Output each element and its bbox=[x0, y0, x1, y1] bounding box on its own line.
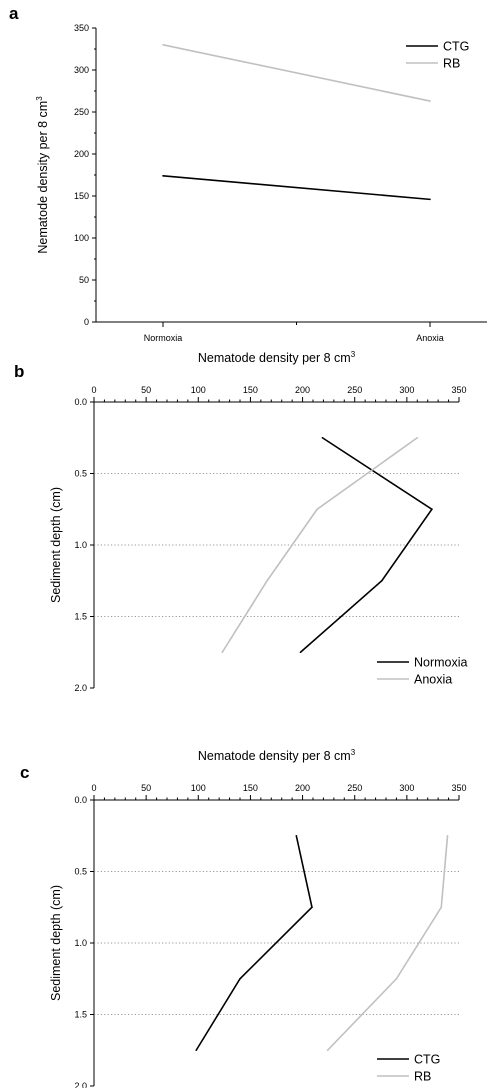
x-axis-label: Nematode density per 8 cm3 bbox=[198, 350, 356, 365]
data-point bbox=[316, 508, 318, 511]
data-point bbox=[395, 977, 398, 980]
y-tick-label: 0.5 bbox=[74, 469, 87, 479]
series-line-ctg bbox=[195, 835, 313, 1051]
x-axis-label: Nematode density per 8 cm3 bbox=[198, 748, 356, 763]
legend-label: CTG bbox=[443, 40, 469, 54]
x-tick-label: 50 bbox=[141, 783, 151, 793]
y-axis-label: Nematode density per 8 cm3 bbox=[35, 96, 50, 254]
data-point bbox=[239, 977, 241, 980]
y-tick-label: 200 bbox=[74, 149, 89, 159]
panel-letter-b: b bbox=[14, 362, 24, 381]
x-tick-label: 50 bbox=[141, 385, 151, 395]
axis-label-superscript: 3 bbox=[351, 748, 356, 757]
panel-letter-a: a bbox=[9, 4, 19, 23]
y-tick-label: 1.5 bbox=[74, 1010, 87, 1020]
x-tick-label: 0 bbox=[91, 385, 96, 395]
y-tick-label: 350 bbox=[74, 23, 89, 33]
axis-label-text: Nematode density per 8 cm bbox=[36, 101, 50, 254]
x-tick-label: 100 bbox=[191, 783, 206, 793]
y-tick-label: 150 bbox=[74, 191, 89, 201]
x-tick-label: 0 bbox=[91, 783, 96, 793]
y-tick-label: 1.0 bbox=[74, 540, 87, 550]
y-tick-label: 2.0 bbox=[74, 1081, 87, 1088]
x-tick-label: 100 bbox=[191, 385, 206, 395]
y-axis-label: Sediment depth (cm) bbox=[49, 487, 63, 603]
legend-label: Anoxia bbox=[414, 673, 452, 687]
y-tick-label: 100 bbox=[74, 233, 89, 243]
x-tick-label: 200 bbox=[295, 385, 310, 395]
x-tick-label: 150 bbox=[243, 385, 258, 395]
data-point bbox=[221, 651, 224, 654]
legend-label: RB bbox=[443, 57, 460, 71]
data-point bbox=[162, 175, 164, 177]
series-line-rb bbox=[327, 835, 449, 1051]
x-category-label: Anoxia bbox=[416, 333, 444, 343]
chart-panel-b: b Nematode density per 8 cm3 Sediment dept… bbox=[14, 350, 468, 693]
axis-label-superscript: 3 bbox=[35, 96, 44, 101]
x-tick-label: 350 bbox=[451, 385, 466, 395]
chart-panel-a: a 0 50 100 150 200 250 300 350 Normoxia Anoxia Nema… bbox=[9, 4, 487, 343]
x-tick-label: 250 bbox=[347, 385, 362, 395]
series-line-anoxia bbox=[221, 437, 418, 653]
x-tick-label: 250 bbox=[347, 783, 362, 793]
x-tick-label: 300 bbox=[399, 385, 414, 395]
data-point bbox=[299, 651, 302, 654]
y-tick-label: 0.0 bbox=[74, 795, 87, 805]
y-tick-label: 250 bbox=[74, 107, 89, 117]
y-tick-label: 1.0 bbox=[74, 938, 87, 948]
data-point bbox=[429, 198, 431, 201]
data-point bbox=[440, 906, 443, 909]
series-line-ctg bbox=[162, 175, 431, 201]
y-axis-label: Sediment depth (cm) bbox=[49, 885, 63, 1001]
axis-label-superscript: 3 bbox=[351, 350, 356, 359]
legend-label: RB bbox=[414, 1070, 431, 1084]
y-tick-label: 0.5 bbox=[74, 867, 87, 877]
series-line-rb bbox=[162, 44, 431, 102]
y-tick-label: 0.0 bbox=[74, 397, 87, 407]
data-point bbox=[416, 436, 419, 439]
data-point bbox=[381, 579, 383, 582]
data-point bbox=[321, 436, 324, 439]
data-point bbox=[431, 508, 433, 511]
chart-panel-c: c Nematode density per 8 cm3 Sediment dept… bbox=[20, 748, 467, 1088]
y-tick-label: 300 bbox=[74, 65, 89, 75]
series-line-normoxia bbox=[299, 437, 434, 653]
data-point bbox=[446, 834, 449, 837]
y-tick-label: 50 bbox=[79, 275, 89, 285]
data-point bbox=[326, 1049, 329, 1052]
axis-label-text: Nematode density per 8 cm bbox=[198, 749, 351, 763]
data-point bbox=[195, 1049, 197, 1052]
legend-label: Normoxia bbox=[414, 656, 468, 670]
axis-label-text: Nematode density per 8 cm bbox=[198, 351, 351, 365]
legend-label: CTG bbox=[414, 1053, 440, 1067]
x-tick-label: 200 bbox=[295, 783, 310, 793]
x-category-label: Normoxia bbox=[144, 333, 183, 343]
x-tick-label: 150 bbox=[243, 783, 258, 793]
y-tick-label: 2.0 bbox=[74, 683, 87, 693]
x-tick-label: 350 bbox=[451, 783, 466, 793]
x-tick-label: 300 bbox=[399, 783, 414, 793]
data-point bbox=[429, 100, 431, 102]
data-point bbox=[295, 834, 298, 837]
panel-letter-c: c bbox=[20, 763, 29, 782]
data-point bbox=[162, 44, 164, 46]
data-point bbox=[266, 579, 268, 582]
y-tick-label: 1.5 bbox=[74, 612, 87, 622]
y-tick-label: 0 bbox=[84, 317, 89, 327]
data-point bbox=[311, 906, 313, 909]
